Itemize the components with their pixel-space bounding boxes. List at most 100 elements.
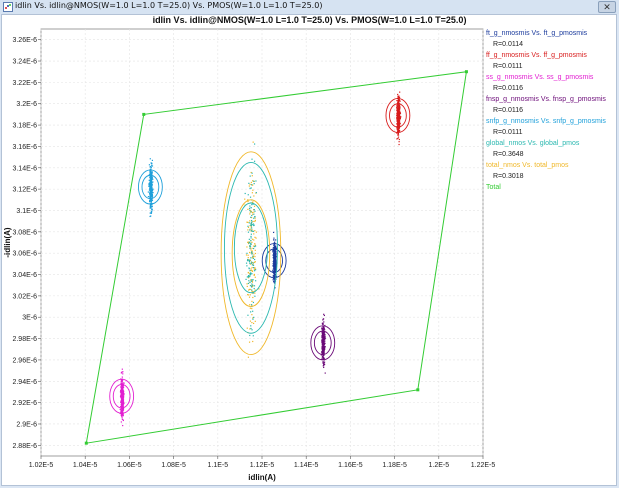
legend-correlation: R=0.3648 [493,151,524,158]
scatter-point [273,237,275,239]
x-tick-label: 1.2E-5 [428,462,449,469]
scatter-point [322,333,324,335]
scatter-point [254,261,256,263]
scatter-point [250,242,252,244]
scatter-point [273,244,275,246]
scatter-point [398,96,401,99]
legend-item: Total [486,184,501,191]
scatter-point [121,418,123,420]
scatter-point [322,347,324,350]
scatter-point [275,250,277,252]
scatter-point [121,393,123,396]
scatter-point [249,251,251,254]
scatter-point [252,322,255,325]
scatter-point [250,285,253,287]
scatter-point [122,389,124,391]
scatter-point [152,192,154,194]
scatter-point [399,113,401,115]
scatter-point [121,403,123,405]
scatter-point [253,233,255,235]
scatter-point [273,280,275,282]
scatter-point [249,259,251,261]
scatter-point [251,250,253,252]
scatter-point [250,311,252,313]
scatter-point [250,304,253,306]
scatter-point [272,249,274,251]
scatter-point [399,117,401,119]
scatter-point [150,173,152,176]
legend-item: global_nmos Vs. global_pmos [486,140,580,147]
scatter-point [398,118,400,120]
scatter-point [121,391,123,393]
scatter-point [323,314,325,317]
scatter-point [150,206,152,208]
scatter-point [324,372,326,374]
scatter-point [122,413,124,415]
scatter-point [254,295,256,297]
scatter-point [250,184,253,186]
scatter-point [249,260,252,262]
scatter-point [322,323,324,325]
scatter-point [253,183,255,185]
scatter-point [123,395,125,397]
scatter-point [275,251,277,253]
scatter-point [252,230,254,232]
scatter-point [122,390,124,392]
scatter-point [150,170,152,172]
scatter-point [322,338,324,340]
scatter-point [121,414,123,416]
scatter-point [254,261,256,264]
scatter-point [150,176,152,178]
scatter-point [151,190,154,192]
scatter-point [254,289,256,291]
scatter-point [251,307,253,310]
scatter-point [249,320,252,322]
scatter-point [249,245,252,247]
scatter-point [122,415,124,417]
scatter-point [251,158,253,160]
scatter-point [250,226,252,228]
scatter-point [249,247,251,250]
scatter-point [323,343,325,345]
scatter-point [273,242,275,244]
scatter-point [150,210,152,212]
scatter-point [249,175,251,177]
scatter-point [251,286,253,288]
scatter-point [248,288,251,291]
legend-correlation: R=0.0111 [493,63,523,70]
scatter-point [250,171,252,174]
scatter-point [252,335,254,337]
legend-correlation: R=0.3018 [493,173,524,180]
scatter-point [122,399,124,401]
scatter-point [121,388,124,390]
close-button[interactable]: ✕ [598,1,616,13]
scatter-point [148,183,150,185]
scatter-point [122,397,124,400]
scatter-point [249,229,251,231]
scatter-point [251,211,253,214]
scatter-point [399,100,401,102]
total-vertex [416,388,420,392]
scatter-point [273,268,275,270]
scatter-point [397,136,400,138]
scatter-point [273,270,275,273]
scatter-point [274,268,276,270]
scatter-point [122,373,124,375]
scatter-point [250,223,252,225]
scatter-point [252,296,254,299]
scatter-point [252,223,255,225]
scatter-point [254,252,257,255]
scatter-point [322,345,325,347]
series-0-points [272,231,278,289]
scatter-point [396,111,399,114]
scatter-point [399,122,401,125]
scatter-point [120,402,123,404]
x-tick-label: 1.06E-5 [117,462,142,469]
scatter-point [149,181,151,183]
scatter-point [251,241,253,243]
x-tick-label: 1.1E-5 [207,462,228,469]
scatter-point [322,362,324,364]
scatter-point [120,371,123,374]
scatter-point [321,355,324,357]
scatter-point [252,291,254,293]
